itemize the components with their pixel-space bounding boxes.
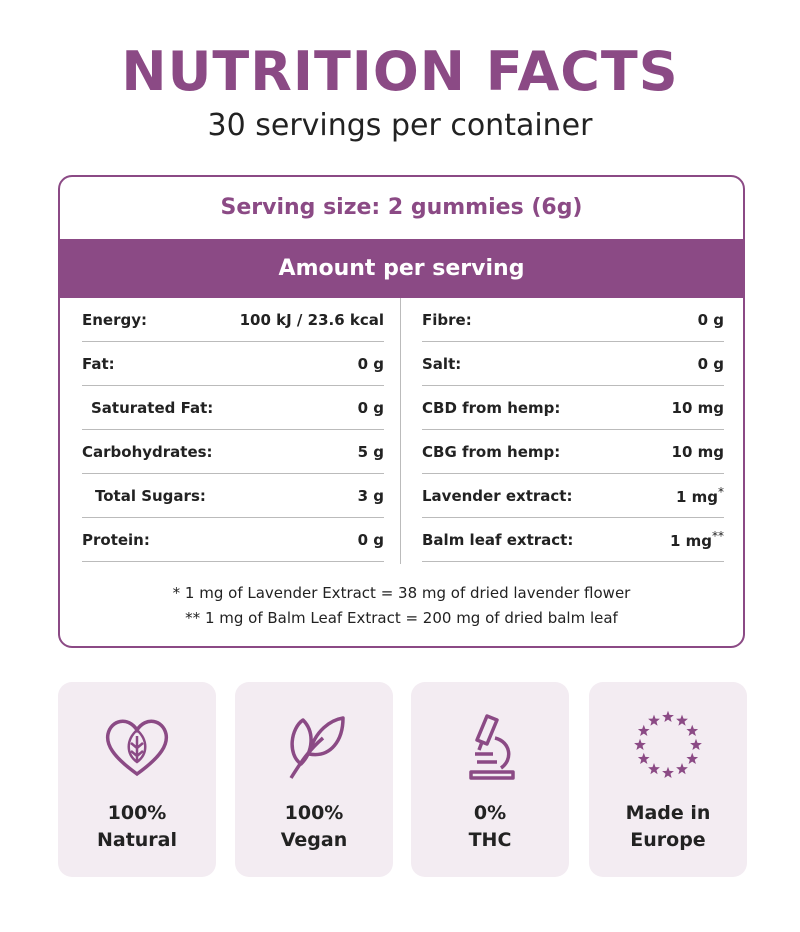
nutrient-label: Saturated Fat: <box>91 398 214 417</box>
nutrient-value: 0 g <box>358 355 384 373</box>
nutrient-value: 3 g <box>358 487 384 505</box>
badge-icon <box>634 710 702 778</box>
nutrient-row: Lavender extract: 1 mg* <box>422 474 724 518</box>
nutrient-label: CBD from hemp: <box>422 398 561 417</box>
footnotes: * 1 mg of Lavender Extract = 38 mg of dr… <box>60 581 743 631</box>
badge-line: 100% <box>284 802 344 824</box>
right-column: Fibre: 0 g Salt: 0 g CBD from hemp: 10 mg CBG … <box>422 298 724 562</box>
nutrient-row: Saturated Fat: 0 g <box>82 386 384 430</box>
badge-icon <box>289 716 345 779</box>
nutrient-row: CBD from hemp: 10 mg <box>422 386 724 430</box>
value-text: 5 g <box>357 442 384 461</box>
badge-line: THC <box>468 829 512 851</box>
badge-text: 100% Natural <box>58 800 216 854</box>
subtitle: 30 servings per container <box>207 108 593 143</box>
nutrient-label: Total Sugars: <box>95 486 206 505</box>
footnote: * 1 mg of Lavender Extract = 38 mg of dr… <box>172 584 631 602</box>
nutrient-row: Energy: 100 kJ / 23.6 kcal <box>82 298 384 342</box>
nutrient-value: 1 mg** <box>670 529 724 550</box>
value-text: 10 mg <box>671 398 724 417</box>
nutrient-row: Carbohydrates: 5 g <box>82 430 384 474</box>
nutrient-row: Balm leaf extract: 1 mg** <box>422 518 724 562</box>
nutrient-value: 0 g <box>698 355 724 373</box>
badge: 100% Natural <box>58 682 216 877</box>
nutrient-label: Balm leaf extract: <box>422 530 574 549</box>
value-text: 0 g <box>697 310 724 329</box>
badge: 100% Vegan <box>235 682 393 877</box>
value-text: 10 mg <box>671 442 724 461</box>
nutrient-value: 10 mg <box>672 443 724 461</box>
nutrient-row: Total Sugars: 3 g <box>82 474 384 518</box>
nutrient-row: Protein: 0 g <box>82 518 384 562</box>
badge-line: Europe <box>630 829 706 851</box>
nutrient-value: 100 kJ / 23.6 kcal <box>240 311 384 329</box>
value-text: 1 mg <box>669 532 712 550</box>
badge-text: Made in Europe <box>589 800 747 854</box>
nutrient-label: Salt: <box>422 354 462 373</box>
value-text: 0 g <box>357 398 384 417</box>
footnote: ** 1 mg of Balm Leaf Extract = 200 mg of… <box>185 609 618 627</box>
nutrient-label: CBG from hemp: <box>422 442 561 461</box>
note-marker: ** <box>712 529 724 543</box>
badge-line: Made in <box>625 802 711 824</box>
badge-line: 100% <box>107 802 167 824</box>
nutrient-row: Fibre: 0 g <box>422 298 724 342</box>
left-column: Energy: 100 kJ / 23.6 kcal Fat: 0 g Saturate… <box>82 298 384 562</box>
value-text: 1 mg <box>675 488 718 506</box>
nutrient-label: Fat: <box>82 354 115 373</box>
note-marker: * <box>718 485 724 499</box>
nutrient-value: 0 g <box>358 399 384 417</box>
badge-icon <box>469 714 515 780</box>
badge-icon <box>105 719 169 777</box>
divider <box>400 298 401 564</box>
badge-line: Vegan <box>280 829 348 851</box>
nutrient-label: Energy: <box>82 310 148 329</box>
value-text: 100 kJ / 23.6 kcal <box>239 310 384 329</box>
nutrient-value: 1 mg* <box>676 485 724 506</box>
badge-text: 100% Vegan <box>235 800 393 854</box>
nutrient-row: Salt: 0 g <box>422 342 724 386</box>
nutrient-value: 0 g <box>358 531 384 549</box>
value-text: 0 g <box>357 530 384 549</box>
nutrient-label: Carbohydrates: <box>82 442 213 461</box>
nutrient-value: 10 mg <box>672 399 724 417</box>
nutrient-value: 0 g <box>698 311 724 329</box>
nutrient-row: Fat: 0 g <box>82 342 384 386</box>
badge: 0% THC <box>411 682 569 877</box>
value-text: 3 g <box>357 486 384 505</box>
nutrient-value: 5 g <box>358 443 384 461</box>
nutrient-label: Lavender extract: <box>422 486 573 505</box>
amount-header: Amount per serving <box>60 239 743 298</box>
nutrient-row: CBG from hemp: 10 mg <box>422 430 724 474</box>
serving-size: Serving size: 2 gummies (6g) <box>220 195 583 220</box>
title: NUTRITION FACTS <box>121 40 679 103</box>
nutrition-box: Serving size: 2 gummies (6g) Amount per … <box>58 175 745 648</box>
badge-line: Natural <box>96 829 178 851</box>
value-text: 0 g <box>357 354 384 373</box>
badge: Made in Europe <box>589 682 747 877</box>
badge-text: 0% THC <box>411 800 569 854</box>
nutrient-label: Fibre: <box>422 310 472 329</box>
badge-line: 0% <box>473 802 507 824</box>
nutrient-label: Protein: <box>82 530 150 549</box>
value-text: 0 g <box>697 354 724 373</box>
